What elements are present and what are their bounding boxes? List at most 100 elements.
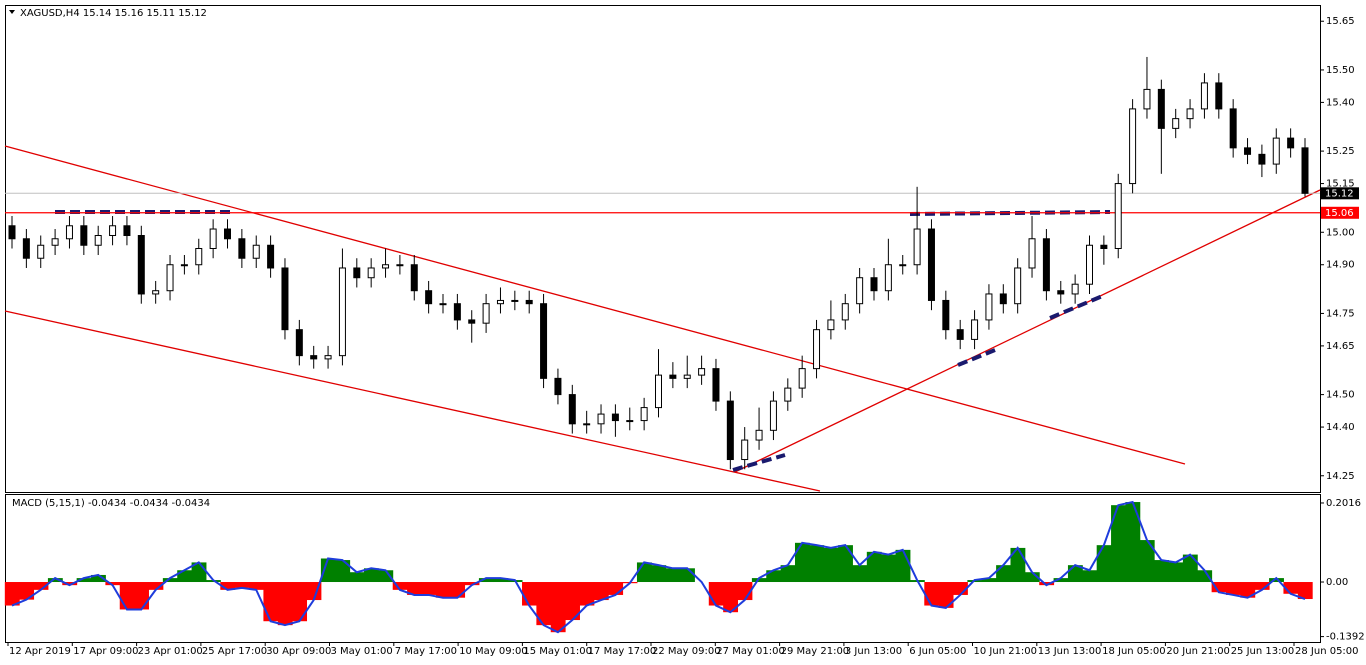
candle-body — [37, 244, 45, 259]
candle-body — [712, 368, 720, 402]
candle-body — [611, 413, 619, 422]
x-tick-label: 25 Jun 13:00 — [1231, 646, 1295, 657]
candle-body — [1258, 153, 1266, 165]
candle-body — [410, 264, 418, 292]
candle-body — [324, 355, 332, 360]
macd-bar — [924, 582, 940, 606]
x-tick-label: 12 Apr 2019 — [9, 646, 71, 657]
macd-bar — [105, 582, 121, 586]
candle-body — [755, 429, 763, 441]
macd-bar — [794, 542, 810, 583]
macd-bar — [651, 565, 667, 583]
candle-body — [1057, 290, 1065, 295]
candle-body — [827, 319, 835, 331]
macd-bar — [1269, 578, 1284, 583]
macd-bar — [134, 582, 149, 610]
candle-body — [338, 267, 346, 357]
candle-body — [353, 267, 361, 279]
y-tick-label: 14.75 — [1326, 308, 1355, 319]
candle-body — [698, 368, 706, 376]
macd-bar — [579, 582, 595, 606]
macd-tick-label: 0.00 — [1326, 577, 1348, 588]
macd-bar — [1211, 582, 1227, 593]
macd-bar — [1096, 545, 1112, 583]
macd-bar — [981, 578, 997, 583]
macd-tick-label: 0.2016 — [1326, 498, 1361, 509]
macd-bar — [363, 568, 379, 583]
candle-body — [669, 374, 677, 379]
macd-bar — [881, 554, 897, 583]
macd-bar — [277, 582, 293, 626]
candle-body — [94, 235, 102, 246]
candle-body — [65, 225, 73, 240]
macd-bar — [1182, 554, 1198, 583]
price-tag-bg — [1321, 187, 1359, 200]
macd-bar — [464, 582, 480, 586]
y-tick-label: 14.65 — [1326, 341, 1355, 352]
candle-body — [382, 264, 390, 269]
candle-body — [496, 299, 504, 305]
x-tick-label: 7 May 17:00 — [395, 646, 457, 657]
candle-body — [1129, 108, 1137, 185]
candle-body — [956, 329, 964, 340]
candle-body — [813, 329, 821, 370]
macd-bar — [392, 582, 408, 590]
macd-bar — [866, 551, 882, 583]
macd-bar — [1240, 582, 1256, 598]
macd-bar — [292, 582, 308, 622]
x-tick-label: 17 Apr 09:00 — [73, 646, 138, 657]
candle-body — [741, 439, 749, 461]
y-tick-label: 15.50 — [1326, 65, 1355, 76]
candle-body — [1143, 88, 1151, 110]
price-tag: 15.06 — [1325, 208, 1354, 219]
candle-body — [640, 407, 648, 422]
candle-body — [425, 290, 433, 305]
macd-bar — [1125, 502, 1141, 583]
macd-bar — [823, 547, 839, 583]
x-tick-label: 25 Apr 17:00 — [202, 646, 267, 657]
candle-body — [195, 248, 203, 266]
y-tick-label: 15.40 — [1326, 97, 1355, 108]
macd-bar — [766, 570, 782, 583]
macd-bar — [1024, 572, 1040, 583]
candle-body — [1244, 147, 1252, 155]
candle-body — [856, 277, 864, 305]
uptrend-line — [734, 189, 1321, 473]
candle-body — [655, 374, 662, 409]
macd-label: MACD (5,15,1) -0.0434 -0.0434 -0.0434 — [12, 498, 210, 509]
macd-bar — [723, 582, 739, 613]
x-tick-label: 27 May 01:00 — [716, 646, 785, 657]
macd-bar — [407, 582, 422, 595]
candle-body — [525, 299, 533, 305]
candle-body — [798, 368, 806, 389]
macd-bar — [249, 582, 264, 590]
macd-bar — [320, 558, 336, 583]
candle-body — [1086, 244, 1093, 285]
macd-bar — [33, 582, 49, 590]
candle-body — [238, 238, 246, 259]
x-tick-label: 15 May 01:00 — [523, 646, 592, 657]
macd-bar — [1082, 570, 1098, 583]
candle-body — [583, 423, 591, 426]
candle-body — [568, 394, 576, 425]
candle-body — [1287, 137, 1295, 149]
price-panel — [5, 5, 1321, 493]
x-tick-label: 30 Apr 09:00 — [266, 646, 331, 657]
candle-body — [109, 225, 117, 237]
macd-bar — [263, 582, 279, 622]
candle-body — [1215, 82, 1223, 110]
macd-bar — [1297, 582, 1313, 600]
macd-bar — [665, 568, 681, 583]
candle-body — [884, 264, 892, 292]
y-tick-label: 14.50 — [1326, 390, 1355, 401]
macd-bar — [608, 582, 624, 595]
macd-bar — [1197, 570, 1213, 583]
macd-tick-label: -0.1392 — [1326, 632, 1365, 643]
trend-drawings — [4, 145, 1321, 492]
candle-body — [22, 238, 30, 259]
candle-body — [1014, 267, 1022, 305]
y-tick-label: 15.00 — [1326, 227, 1355, 238]
menu-triangle[interactable] — [9, 10, 15, 14]
candle-body — [1114, 183, 1122, 249]
x-tick-label: 28 Jun 05:00 — [1295, 646, 1359, 657]
